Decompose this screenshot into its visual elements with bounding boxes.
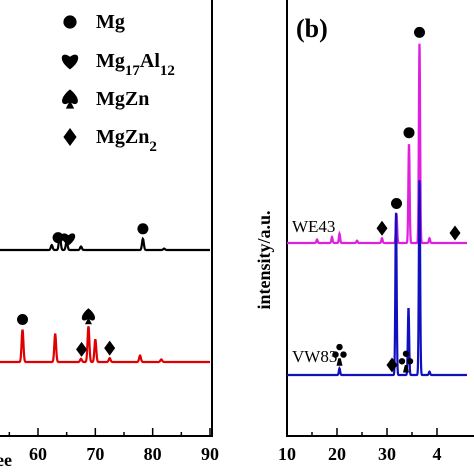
panel-b-peak-marker-diamond <box>376 220 388 236</box>
panel-b-peak-marker-diamond <box>449 225 461 241</box>
panel-b-peak-marker-circle <box>403 127 415 139</box>
panel-a: 60 70 80 90 Mg Mg17Al12 MgZn MgZn2 ee <box>0 0 219 470</box>
panel-b: 10 20 30 4 WE43 VW83 (b) intensity/a.u. <box>254 0 474 464</box>
panel-b-peak-marker-club <box>398 350 414 373</box>
panel-a-frame <box>0 0 213 437</box>
panel-b-x-tick-label: 4 <box>433 444 442 464</box>
panel-b-series: WE43 VW83 <box>287 26 467 377</box>
legend-heart-icon <box>61 54 79 70</box>
panel-b-series-label: WE43 <box>292 217 335 236</box>
panel-a-x-axis: 60 70 80 90 <box>8 428 219 464</box>
panel-b-series-label: VW83 <box>292 347 337 366</box>
panel-a-peak-marker-diamond <box>104 340 116 356</box>
panel-a-legend: Mg Mg17Al12 MgZn MgZn2 <box>61 11 175 155</box>
panel-b-peak-marker-club <box>332 343 347 366</box>
panel-b-label: (b) <box>296 14 328 43</box>
panel-a-peak-marker-spade <box>81 308 96 325</box>
legend-label: Mg17Al12 <box>96 50 175 79</box>
panel-b-series-line <box>287 180 467 377</box>
panel-a-x-tick-label: 70 <box>86 444 104 464</box>
panel-a-x-tick-label: 60 <box>29 444 47 464</box>
panel-b-ylabel: intensity/a.u. <box>254 210 274 309</box>
panel-b-peak-marker-circle <box>414 26 425 38</box>
panel-a-series <box>0 223 210 364</box>
legend-diamond-icon <box>63 128 77 146</box>
panel-a-x-tick-label: 80 <box>144 444 162 464</box>
panel-b-x-tick-label: 30 <box>378 444 396 464</box>
panel-a-series-line <box>0 326 210 364</box>
legend-spade-icon <box>62 89 78 109</box>
panel-a-peak-marker-diamond <box>76 341 88 357</box>
legend-label: MgZn2 <box>96 126 157 155</box>
legend-label: MgZn <box>96 88 149 110</box>
panel-a-peak-marker-circle <box>52 232 64 244</box>
panel-a-x-tick-label: 90 <box>201 444 219 464</box>
legend-label: Mg <box>96 11 125 33</box>
panel-a-peak-marker-heart <box>61 233 76 246</box>
panel-b-peak-marker-diamond <box>386 357 398 373</box>
panel-b-x-axis: 10 20 30 4 <box>278 428 442 464</box>
panel-a-peak-marker-circle <box>137 223 149 235</box>
panel-b-x-tick-label: 20 <box>328 444 346 464</box>
panel-a-xlabel-fragment: ee <box>0 450 12 470</box>
panel-b-peak-marker-circle <box>391 198 402 209</box>
panel-a-series-line <box>0 233 210 252</box>
panel-b-x-tick-label: 10 <box>278 444 296 464</box>
panel-a-peak-marker-circle <box>17 314 29 325</box>
legend-circle-icon <box>63 15 77 29</box>
panel-b-series-line <box>287 43 467 245</box>
